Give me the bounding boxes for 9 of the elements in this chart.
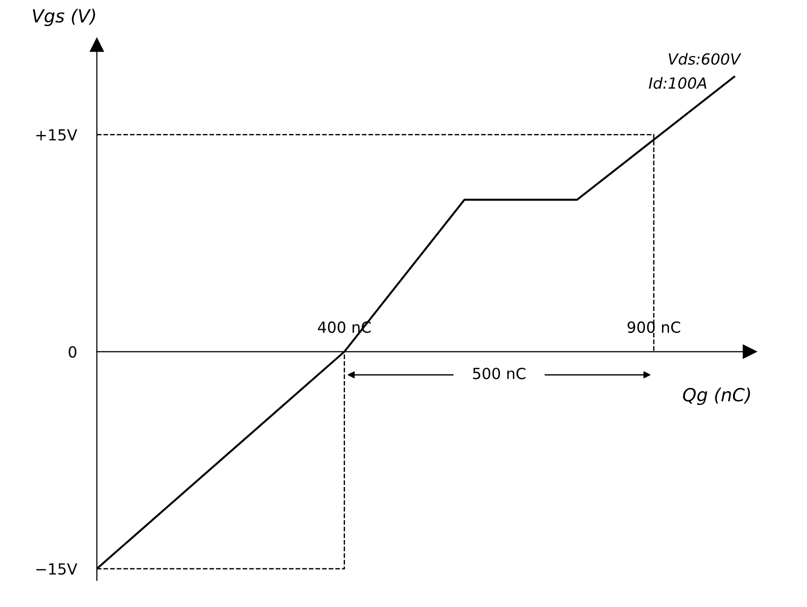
annotation: Id:100A — [648, 77, 706, 89]
y-tick-label: −15V — [36, 563, 78, 575]
annotation: 500 nC — [473, 368, 526, 380]
x-tick-label: 900 nC — [628, 321, 680, 333]
y-axis-title: Vgs (V) — [32, 8, 96, 26]
y-tick-label: +15V — [36, 129, 78, 141]
x-axis-title: Qg (nC) — [683, 388, 750, 406]
annotation: Vds:600V — [668, 52, 742, 65]
y-tick-label: 0 — [68, 346, 76, 358]
